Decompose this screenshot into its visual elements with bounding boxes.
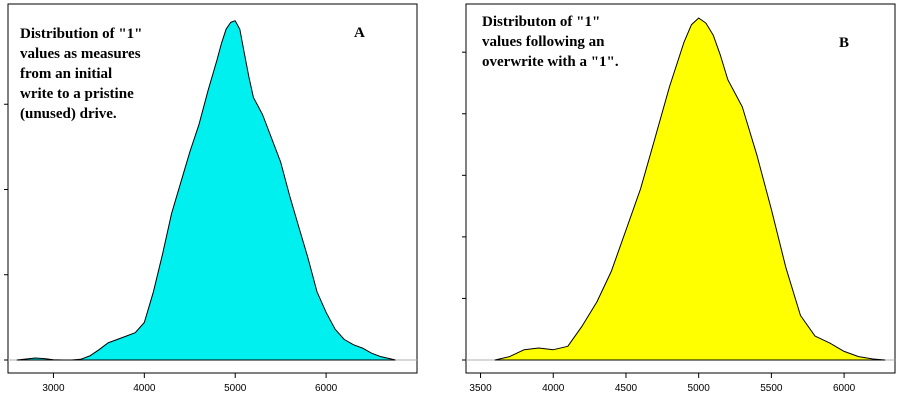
- x-tick-label: 5000: [688, 383, 711, 394]
- x-tick-label: 5000: [224, 383, 247, 394]
- annotation-line: overwrite with a "1".: [482, 54, 619, 70]
- x-tick-label: 4500: [615, 383, 638, 394]
- panel-letter: B: [839, 35, 849, 51]
- density-area: [16, 20, 396, 361]
- density-chart-a: 3000 4000 5000 6000 A Distribution of "1" valu…: [4, 3, 418, 394]
- plot-frame: [465, 3, 896, 374]
- annotation-line: write to a pristine: [20, 86, 134, 102]
- x-tick-label: 3000: [42, 383, 65, 394]
- annotation-line: from an initial: [20, 66, 112, 82]
- x-tick-label: 5500: [760, 383, 783, 394]
- chart-panel-a: 3000 4000 5000 6000 A Distribution of "1" valu…: [0, 0, 434, 399]
- chart-panel-b: 3500 4000 4500 5000 5500 6000 B Distributon of …: [456, 0, 897, 399]
- x-tick-label: 4000: [133, 383, 156, 394]
- density-area: [494, 17, 886, 361]
- x-tick-label: 3500: [469, 383, 492, 394]
- annotation-line: values following an: [482, 34, 605, 50]
- annotation-line: Distributon of "1": [482, 14, 600, 30]
- plot-frame: [7, 3, 418, 374]
- x-tick-label: 6000: [315, 383, 338, 394]
- annotation-line: values as measures: [20, 46, 141, 62]
- annotation-line: Distribution of "1": [20, 26, 143, 42]
- panel-letter: A: [354, 25, 365, 41]
- annotation-line: (unused) drive.: [20, 106, 117, 122]
- x-tick-label: 6000: [833, 383, 856, 394]
- density-chart-b: 3500 4000 4500 5000 5500 6000 B Distributon of …: [462, 3, 896, 394]
- x-tick-label: 4000: [542, 383, 565, 394]
